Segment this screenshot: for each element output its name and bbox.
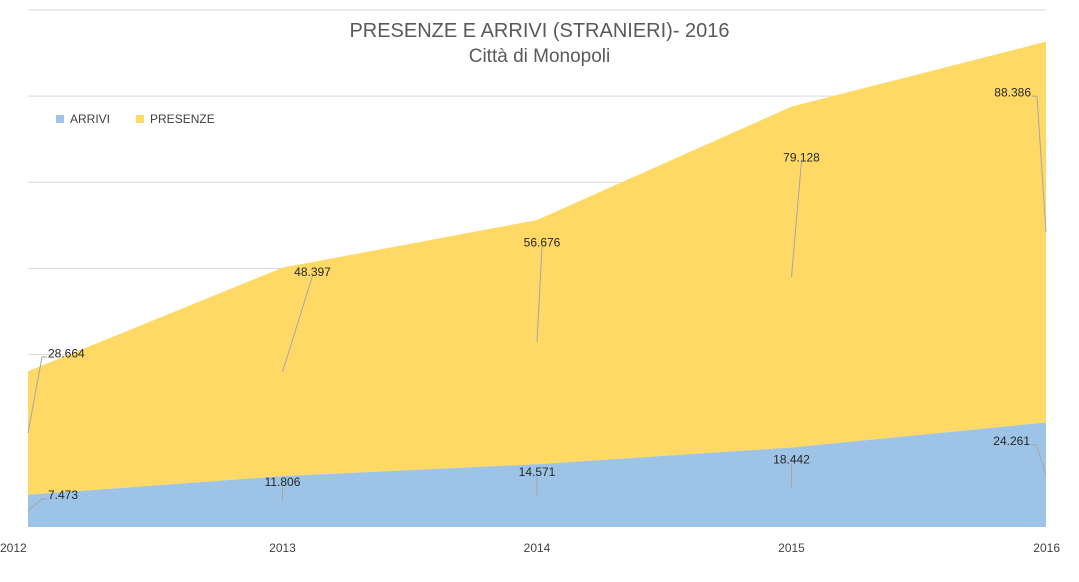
data-label-presenze-leader bbox=[791, 161, 802, 278]
data-label-presenze-leader bbox=[536, 246, 543, 343]
data-label-presenze-leader bbox=[282, 275, 313, 373]
x-tick-label: 2015 bbox=[778, 541, 805, 555]
legend-label-arrivi: ARRIVI bbox=[70, 112, 111, 126]
data-label-arrivi: 11.806 bbox=[265, 475, 301, 489]
legend-swatch-presenze bbox=[136, 115, 145, 123]
series-presenze-area bbox=[28, 41, 1046, 495]
chart-title: PRESENZE E ARRIVI (STRANIERI)- 2016 bbox=[349, 20, 730, 42]
data-label-presenze-leader bbox=[1032, 95, 1047, 233]
data-label-presenze-leader bbox=[27, 356, 47, 434]
data-label-presenze: 28.664 bbox=[48, 346, 85, 360]
x-tick-label: 2014 bbox=[524, 541, 551, 555]
data-label-arrivi: 7.473 bbox=[48, 488, 78, 502]
legend: ARRIVI PRESENZE bbox=[56, 112, 215, 126]
data-label-arrivi: 24.261 bbox=[993, 434, 1030, 448]
x-tick-label: 2016 bbox=[1033, 541, 1060, 555]
data-label-arrivi: 18.442 bbox=[773, 452, 810, 466]
legend-item-arrivi: ARRIVI bbox=[56, 112, 110, 126]
chart-subtitle: Città di Monopoli bbox=[468, 46, 611, 67]
x-tick-label: 2012 bbox=[0, 541, 27, 555]
x-tick-label: 2013 bbox=[269, 541, 296, 555]
data-label-arrivi: 14.571 bbox=[519, 465, 556, 479]
data-label-presenze: 56.676 bbox=[524, 235, 561, 249]
data-label-presenze: 79.128 bbox=[783, 150, 820, 164]
legend-item-presenze: PRESENZE bbox=[136, 112, 215, 126]
legend-swatch-arrivi bbox=[56, 115, 64, 123]
data-label-presenze: 48.397 bbox=[294, 265, 331, 279]
data-label-arrivi-leader bbox=[1031, 444, 1047, 475]
data-label-presenze: 88.386 bbox=[994, 85, 1031, 99]
legend-label-presenze: PRESENZE bbox=[150, 112, 215, 126]
data-label-arrivi-leader bbox=[27, 498, 47, 512]
